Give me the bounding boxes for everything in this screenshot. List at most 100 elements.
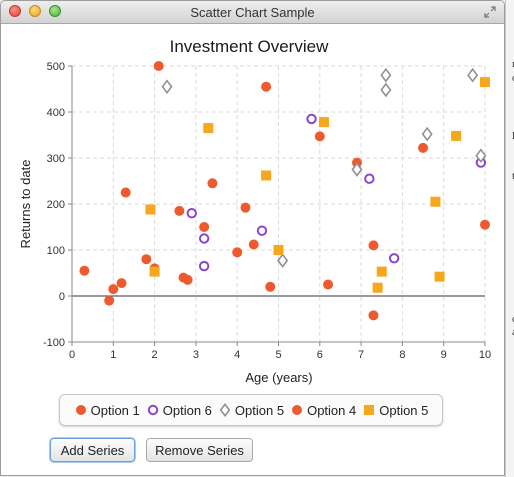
data-point-series-1 <box>120 187 131 198</box>
data-point-series-5 <box>430 196 441 207</box>
data-point-series-1 <box>261 81 272 92</box>
legend-label: Option 5 <box>379 402 429 418</box>
y-tick-label: 300 <box>47 153 65 165</box>
data-point-series-5 <box>203 123 214 134</box>
data-point-series-1 <box>104 295 115 306</box>
data-point-series-1 <box>207 178 218 189</box>
data-point-series-1 <box>480 219 490 230</box>
data-point-series-5 <box>480 77 490 88</box>
legend-marker <box>147 404 158 416</box>
data-point-series-5 <box>372 282 383 293</box>
y-tick-label: 100 <box>47 245 65 257</box>
legend-label: Option 6 <box>162 402 212 418</box>
y-tick-label: -100 <box>43 337 65 349</box>
legend-marker <box>364 405 375 415</box>
x-tick-label: 0 <box>69 349 75 361</box>
data-point-series-1 <box>153 61 164 71</box>
data-point-series-2 <box>256 225 268 236</box>
data-point-series-5 <box>434 271 445 282</box>
background-window-edge: m o l t c a <box>505 0 514 477</box>
legend-item-series-2: Option 6 <box>146 403 212 418</box>
data-point-series-1 <box>141 254 152 265</box>
data-point-series-2 <box>186 208 197 219</box>
legend-label: Option 4 <box>307 402 357 418</box>
axes <box>68 65 486 346</box>
edge-text-4: t <box>512 170 514 182</box>
data-point-series-1 <box>116 278 127 289</box>
legend-symbol-ring <box>147 404 158 416</box>
legend-symbol-circle <box>292 405 303 415</box>
data-point-series-3 <box>161 79 173 95</box>
data-point-series-5 <box>318 117 329 128</box>
x-tick-label: 9 <box>441 349 447 361</box>
data-point-series-3 <box>380 82 392 98</box>
legend-item-series-4: Option 4 <box>290 403 356 418</box>
edge-text-3: l <box>512 130 514 142</box>
data-points <box>79 61 490 321</box>
chart-legend: Option 1 Option 6 Option 5 Option 4 Option 5 <box>59 394 443 426</box>
window-title: Scatter Chart Sample <box>190 5 315 20</box>
edge-text-6: a <box>512 326 514 338</box>
y-tick-label: 500 <box>47 61 65 73</box>
data-point-series-1 <box>368 310 379 321</box>
minimize-window-button[interactable] <box>29 5 41 17</box>
legend-symbol-square <box>364 405 375 415</box>
y-axis-label: Returns to date <box>18 160 33 249</box>
data-point-series-5 <box>261 170 272 181</box>
zoom-window-button[interactable] <box>49 5 61 17</box>
legend-item-series-3: Option 5 <box>218 403 284 418</box>
legend-symbol-circle <box>75 405 86 415</box>
data-point-series-1 <box>182 274 193 285</box>
x-tick-label: 7 <box>358 349 364 361</box>
tick-labels: 0 1 2 3 4 5 6 7 8 9 10 -100 0 100 200 300 400 500 <box>43 61 491 361</box>
data-point-series-1 <box>79 265 90 276</box>
data-point-series-5 <box>451 130 462 141</box>
data-point-series-5 <box>145 204 156 215</box>
data-point-series-5 <box>376 266 387 277</box>
chart-title: Investment Overview <box>170 37 329 56</box>
x-tick-label: 1 <box>110 349 116 361</box>
data-point-series-3 <box>277 253 289 268</box>
data-point-series-2 <box>364 173 375 184</box>
edge-text-5: c <box>512 313 514 325</box>
fullscreen-icon[interactable] <box>484 6 496 18</box>
data-point-series-1 <box>232 247 243 258</box>
x-tick-label: 2 <box>152 349 158 361</box>
legend-marker <box>219 403 231 417</box>
remove-series-button[interactable]: Remove Series <box>146 438 253 462</box>
title-bar[interactable]: Scatter Chart Sample <box>1 1 504 24</box>
data-point-series-2 <box>198 260 210 272</box>
x-tick-label: 8 <box>399 349 405 361</box>
data-point-series-1 <box>108 284 119 295</box>
data-point-series-5 <box>149 266 160 277</box>
data-point-series-1 <box>199 222 210 232</box>
data-point-series-3 <box>467 67 479 83</box>
data-point-series-1 <box>265 281 276 292</box>
y-tick-label: 400 <box>47 107 65 119</box>
edge-text-2: o <box>512 72 514 84</box>
data-point-series-2 <box>388 253 400 264</box>
legend-marker <box>75 405 86 415</box>
y-tick-label: 0 <box>59 291 65 303</box>
close-window-button[interactable] <box>9 5 21 17</box>
scatter-chart: Investment Overview 0 1 2 3 4 5 6 7 8 9 10 -100 0 100… <box>18 37 491 385</box>
data-point-series-2 <box>198 233 210 244</box>
add-series-button[interactable]: Add Series <box>50 438 135 462</box>
data-point-series-5 <box>273 245 284 255</box>
legend-item-series-1: Option 1 <box>74 403 140 418</box>
data-point-series-1 <box>248 239 259 250</box>
y-tick-label: 200 <box>47 199 65 211</box>
legend-item-series-5: Option 5 <box>362 403 428 418</box>
legend-label: Option 1 <box>90 402 140 418</box>
x-axis-label: Age (years) <box>245 370 312 385</box>
x-tick-label: 3 <box>193 349 199 361</box>
legend-label: Option 5 <box>234 402 285 418</box>
data-point-series-3 <box>475 148 487 164</box>
data-point-series-1 <box>240 202 251 213</box>
data-point-series-1 <box>174 205 185 216</box>
data-point-series-1 <box>368 240 379 251</box>
data-point-series-1 <box>323 279 334 290</box>
data-point-series-3 <box>421 126 433 142</box>
data-point-series-3 <box>351 162 363 177</box>
